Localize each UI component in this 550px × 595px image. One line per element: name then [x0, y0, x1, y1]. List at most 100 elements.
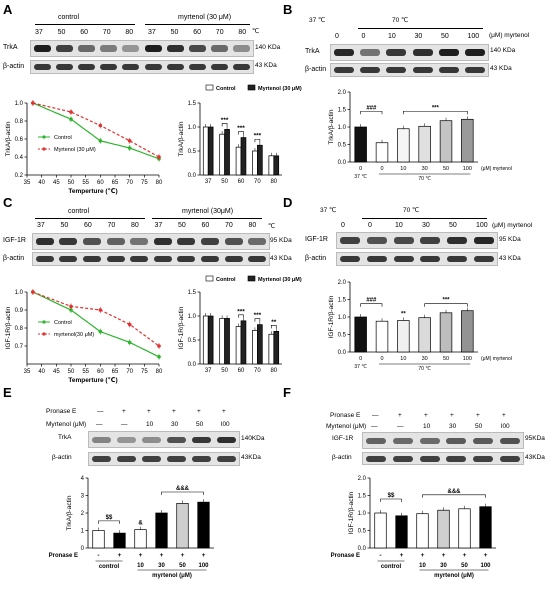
bar — [439, 120, 453, 163]
x-tick-label: 0 — [380, 356, 383, 362]
blot-band — [499, 455, 520, 462]
blot-band — [334, 67, 354, 73]
bar — [252, 150, 258, 176]
x-group-label: 37 ℃ — [354, 174, 367, 180]
panel-a-blot-trka — [30, 40, 254, 57]
y-tick-label: 0.9 — [15, 308, 24, 314]
blot-band — [419, 437, 440, 444]
blot-band — [472, 455, 494, 462]
panel-d-row-label-igf1r: IGF-1R — [305, 236, 328, 243]
significance-bracket — [98, 520, 120, 524]
panel-a-blot-actin — [30, 60, 254, 74]
legend-label: Myrtenol (30 μM) — [54, 147, 96, 153]
x-tick-label: 40 — [38, 369, 45, 375]
y-tick-label: 0.0 — [188, 362, 197, 368]
bar — [207, 126, 214, 176]
panel-d-conc-value: 50 — [449, 222, 457, 229]
x-tick-label: 50 — [461, 563, 468, 569]
panel-b-temp-37: 37 ℃ — [309, 17, 326, 24]
x-tick-label: 65 — [112, 180, 119, 186]
panel-a-row-label-actin: β-actin — [3, 63, 25, 70]
panel-e-row-label-actin: β-actin — [52, 454, 72, 461]
panel-e-row-label-trka: TrkA — [58, 434, 72, 441]
x-tick-label: 45 — [53, 369, 60, 375]
bar — [354, 126, 367, 163]
y-tick-label: 2.0 — [358, 476, 367, 482]
blot-band — [340, 256, 361, 262]
panel-b-conc-value: 10 — [388, 33, 396, 40]
blot-band — [100, 64, 118, 70]
bar — [240, 320, 247, 365]
panel-c-row-label-actin: β-actin — [3, 255, 25, 262]
blot-band — [386, 49, 407, 56]
bar — [155, 512, 168, 549]
blot-band — [142, 436, 161, 443]
x-tick-label: 50 — [221, 179, 228, 185]
y-tick-label: 1.0 — [15, 101, 24, 107]
panel-a-group-line-control — [35, 24, 135, 25]
x-tick-label: 35 — [24, 180, 31, 186]
y-tick-label: 0.5 — [338, 143, 347, 149]
blot-band — [412, 49, 433, 56]
panel-e-blot-actin — [88, 452, 240, 466]
panel-f-myrtenol-value: l00 — [501, 423, 510, 430]
bar — [257, 324, 263, 365]
control-group-label: control — [381, 564, 402, 570]
y-tick-label: 3 — [81, 494, 85, 500]
blot-band — [366, 437, 387, 444]
significance-bracket — [422, 494, 486, 498]
blot-band — [438, 49, 459, 56]
y-tick-label: 2.0 — [338, 90, 347, 96]
panel-e-pronase-value: + — [197, 408, 201, 415]
blot-band — [55, 64, 73, 70]
x-unit-label: (μM) myrtenol — [481, 166, 512, 172]
panel-d-letter: D — [283, 195, 293, 210]
y-tick-label: 0.5 — [188, 149, 197, 155]
significance-bracket — [221, 123, 228, 127]
blot-band — [472, 437, 494, 444]
y-tick-label: 0.5 — [188, 338, 197, 344]
y-tick-label: 1.0 — [338, 315, 347, 321]
bar — [439, 312, 453, 353]
pronase-value: - — [379, 552, 381, 559]
significance-bracket — [161, 491, 204, 495]
pronase-value: + — [181, 552, 185, 559]
panel-a-temp-label: 37 — [148, 29, 156, 36]
x-group-label: 70 ℃ — [418, 176, 431, 182]
series-line-myrtenol — [32, 102, 160, 158]
panel-b-blot-actin — [330, 63, 489, 77]
x-unit-label: (μM) myrtenol — [481, 356, 512, 362]
y-tick-label: 0.8 — [15, 119, 24, 125]
y-tick-label: 1.5 — [338, 108, 347, 114]
blot-band — [189, 64, 206, 70]
significance-bracket — [271, 325, 277, 329]
blot-band — [92, 456, 111, 462]
panel-e-pronase-value: + — [147, 408, 151, 415]
panel-c-temp-label: 37 — [154, 222, 163, 229]
panel-e-size-trka: 140KDa — [241, 435, 265, 442]
y-tick-label: 2 — [81, 511, 85, 517]
y-tick-label: 0.0 — [188, 173, 197, 179]
bar — [461, 118, 474, 163]
blot-band — [392, 437, 414, 444]
blot-band — [420, 237, 441, 244]
blot-band — [201, 256, 219, 262]
x-axis-label: Temperture (℃) — [68, 376, 117, 384]
significance-label: *** — [442, 298, 450, 304]
bar — [207, 315, 214, 365]
y-tick-label: 1.0 — [338, 125, 347, 131]
blot-band — [473, 256, 494, 262]
panel-c-letter: C — [3, 195, 13, 210]
legend-marker — [42, 332, 46, 336]
blot-band — [83, 256, 101, 262]
x-tick-label: 60 — [97, 180, 104, 186]
x-tick-label: 50 — [68, 180, 75, 186]
legend-label: Control — [216, 277, 236, 283]
y-tick-label: 4 — [81, 476, 85, 482]
blot-band — [438, 67, 459, 73]
y-tick-label: 1.5 — [188, 290, 197, 296]
panel-d-blot-actin — [336, 252, 498, 266]
y-tick-label: 0.7 — [15, 344, 24, 350]
bar — [479, 506, 492, 549]
